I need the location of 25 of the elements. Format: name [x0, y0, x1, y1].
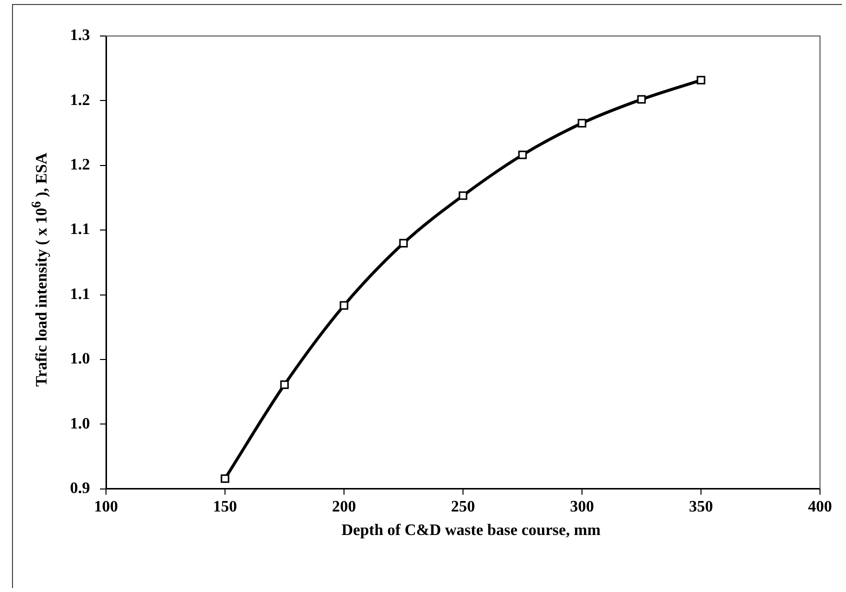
point	[578, 118, 586, 128]
x-tick-label: 300	[570, 498, 594, 516]
y-tick-label: 1.1	[70, 221, 90, 238]
y-tick-label: 1.2	[70, 92, 90, 109]
point	[696, 76, 706, 84]
y-tick-label: 1.2	[70, 156, 90, 174]
y-tick-label: 0.9	[70, 480, 90, 497]
y-tick-label: 1.3	[70, 27, 90, 44]
point	[399, 238, 408, 248]
x-tick-label: 100	[94, 498, 118, 516]
x-tick-label: 250	[451, 498, 475, 516]
x-tick-label: 400	[808, 498, 832, 516]
point	[458, 191, 468, 200]
y-tick-label: 1.1	[70, 286, 90, 303]
y-tick-label: 1.0	[70, 415, 90, 432]
point	[637, 95, 646, 104]
point	[280, 380, 289, 389]
x-tick-label: 350	[689, 498, 713, 516]
point	[518, 150, 527, 160]
x-tick-label: 150	[213, 498, 237, 516]
y-tick-label: 1.0	[70, 350, 90, 368]
point	[220, 474, 230, 483]
x-tick-label: 200	[332, 498, 356, 516]
x-axis-title: Depth of C&D waste base course, mm	[340, 522, 602, 540]
point	[340, 301, 348, 310]
